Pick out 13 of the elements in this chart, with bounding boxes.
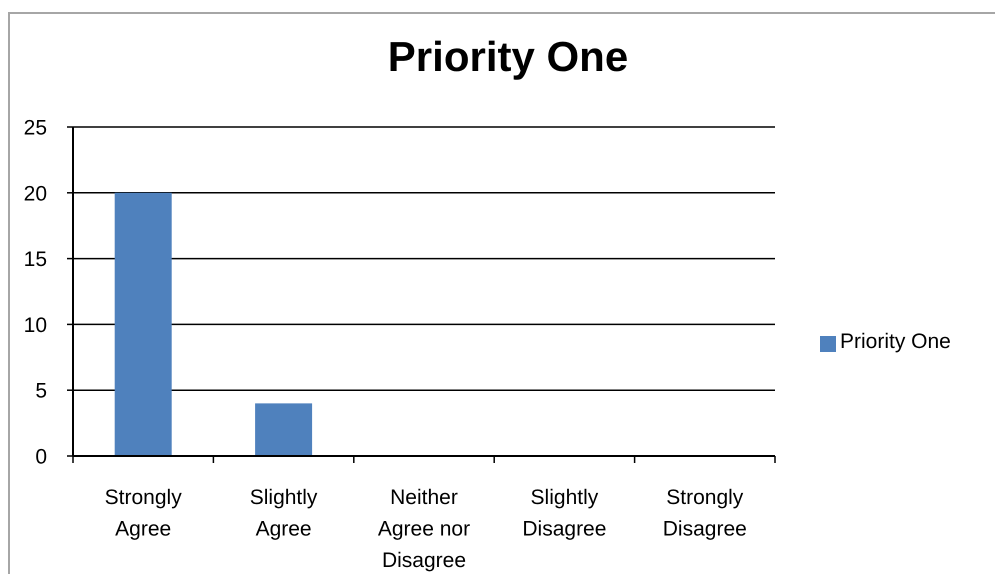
x-tick-label: Strongly Agree <box>104 486 182 540</box>
y-tick-label: 25 <box>24 116 47 140</box>
legend-label: Priority One <box>840 330 951 353</box>
x-tick-label: Strongly Disagree <box>662 486 747 540</box>
y-tick-label: 0 <box>35 445 47 468</box>
x-tick-label: Neither Agree nor Disagree <box>378 486 470 572</box>
chart-title: Priority One <box>386 33 630 80</box>
x-tick-label: Slightly Disagree <box>522 486 606 540</box>
x-tick-label: Slightly Agree <box>250 486 318 540</box>
y-tick-label: 15 <box>24 248 47 272</box>
y-tick-label: 5 <box>35 380 47 403</box>
y-tick-label: 20 <box>24 182 47 206</box>
y-tick-label: 10 <box>24 314 47 337</box>
